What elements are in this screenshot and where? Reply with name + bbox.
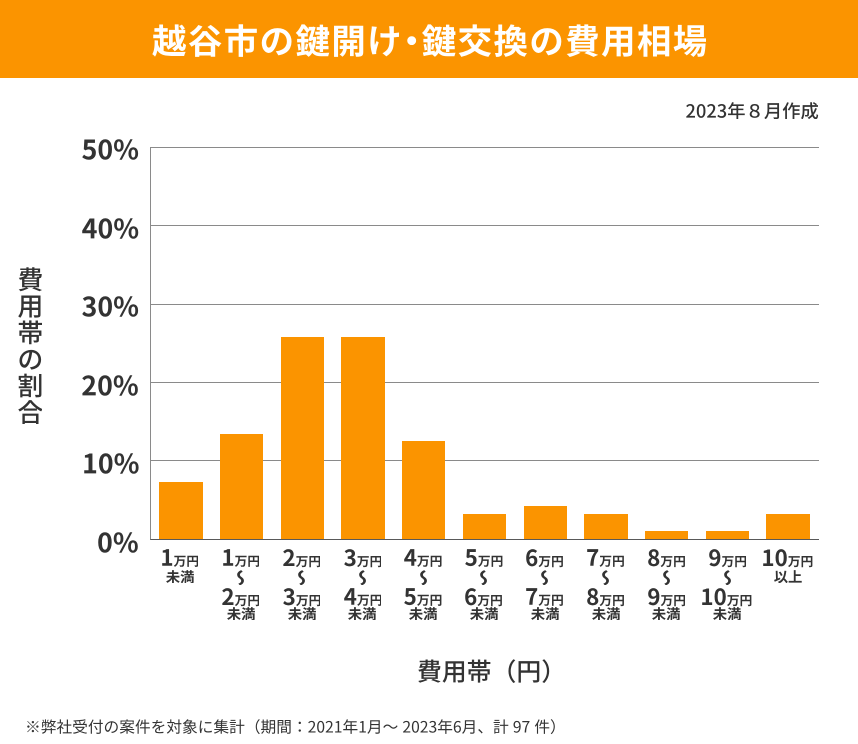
y-tick-label-30pct: 30% xyxy=(82,296,139,318)
x-tick-9-line1 xyxy=(708,549,746,568)
x-tick-1-line2 xyxy=(222,588,260,607)
x-tick-8-line1 xyxy=(648,549,685,568)
x-tick-1-suffix xyxy=(226,606,255,621)
x-tick-3-suffix xyxy=(348,606,377,621)
bar-7 xyxy=(584,514,628,539)
x-tick-6-line1 xyxy=(526,549,564,568)
x-tick-9-suffix xyxy=(713,606,742,621)
x-tick-10-suffix xyxy=(774,569,802,584)
chart-footnote: ※弊社受付の案件を対象に集計（期間：2021年1月～ 2023年6月、計 97 … xyxy=(26,719,555,735)
x-tick-8-suffix xyxy=(652,606,681,621)
x-axis-title: 費用帯（円） xyxy=(418,659,550,684)
bar-0 xyxy=(159,482,203,539)
x-tick-2-tilde xyxy=(298,569,305,586)
bar-3 xyxy=(341,336,385,539)
x-tick-1-tilde xyxy=(237,569,245,586)
x-tick-7-tilde xyxy=(602,569,610,586)
x-tick-5-line1 xyxy=(465,549,503,568)
bar-5 xyxy=(462,514,507,539)
bar-10 xyxy=(766,514,810,539)
gridline-30pct xyxy=(150,303,819,305)
x-tick-5-suffix xyxy=(470,606,498,621)
x-tick-6-suffix xyxy=(530,606,559,621)
created-date-label: 2023年8月作成 xyxy=(686,101,819,120)
x-tick-4-line2 xyxy=(404,588,442,607)
x-tick-0-line1 xyxy=(161,549,198,568)
x-tick-7-line2 xyxy=(587,588,625,607)
gridline-20pct xyxy=(150,381,819,383)
x-tick-8-line2 xyxy=(647,588,685,607)
y-tick-label-50pct: 50% xyxy=(82,139,139,161)
x-tick-9-tilde xyxy=(723,569,731,586)
y-axis-title: 費用帯の割合 xyxy=(17,267,43,425)
x-tick-8-tilde xyxy=(663,569,670,586)
x-tick-2-line1 xyxy=(283,549,321,568)
plot-area xyxy=(149,147,819,540)
x-tick-4-suffix xyxy=(409,606,438,621)
x-tick-2-suffix xyxy=(287,606,316,621)
y-tick-label-0pct: 0% xyxy=(98,532,139,553)
x-tick-4-line1 xyxy=(404,549,442,568)
gridline-10pct xyxy=(150,460,819,462)
gridline-40pct xyxy=(150,225,819,227)
x-tick-4-tilde xyxy=(419,569,427,586)
x-tick-7-line1 xyxy=(587,549,624,568)
y-tick-label-10pct: 10% xyxy=(83,453,139,475)
x-tick-7-suffix xyxy=(591,606,620,621)
x-tick-10-line1 xyxy=(763,549,813,568)
bar-4 xyxy=(402,441,446,539)
x-tick-2-line2 xyxy=(282,588,321,607)
y-tick-label-20pct: 20% xyxy=(82,375,139,396)
chart-title: 越谷市の鍵開け・鍵交換の費用相場 xyxy=(151,24,707,58)
x-tick-6-tilde xyxy=(541,569,549,586)
x-tick-6-line2 xyxy=(526,588,564,607)
bar-1 xyxy=(219,433,264,539)
x-tick-5-tilde xyxy=(480,569,488,586)
x-tick-1-line1 xyxy=(222,549,259,568)
x-tick-3-tilde xyxy=(358,569,366,586)
x-tick-3-line1 xyxy=(343,549,382,568)
bar-9 xyxy=(705,530,750,539)
bar-2 xyxy=(280,336,325,539)
bar-8 xyxy=(644,530,689,539)
y-tick-label-40pct: 40% xyxy=(82,218,139,239)
x-tick-0-suffix xyxy=(165,569,194,584)
x-tick-3-line2 xyxy=(343,588,382,607)
x-tick-5-line2 xyxy=(465,588,503,607)
bar-6 xyxy=(523,506,567,539)
bars-group xyxy=(151,147,819,539)
gridline-50pct xyxy=(150,147,819,148)
x-tick-9-line2 xyxy=(702,588,752,607)
